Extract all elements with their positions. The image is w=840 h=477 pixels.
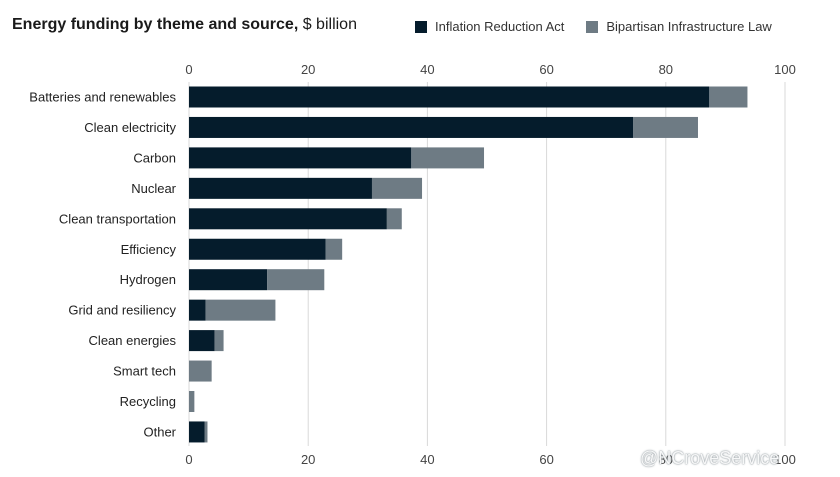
chart-title-unit: $ billion — [298, 16, 357, 33]
bar-efficiency-ira — [189, 238, 326, 260]
category-label-hydrogen: Hydrogen — [120, 272, 176, 287]
category-label-batteries-and-renewables: Batteries and renewables — [29, 90, 176, 105]
bar-grid-and-resiliency-bil — [205, 299, 276, 321]
x-tick-top-60: 60 — [539, 62, 553, 77]
category-label-other: Other — [143, 424, 176, 439]
bar-smart-tech-bil — [189, 360, 212, 382]
x-tick-bottom-60: 60 — [539, 452, 553, 467]
legend-swatch-bil — [586, 20, 599, 33]
category-label-efficiency: Efficiency — [121, 242, 177, 257]
bar-other-ira — [189, 421, 205, 443]
bar-hydrogen-bil — [267, 269, 325, 291]
x-tick-bottom-40: 40 — [420, 452, 434, 467]
legend-label-ira: Inflation Reduction Act — [435, 19, 565, 34]
category-label-recycling: Recycling — [120, 394, 176, 409]
category-label-clean-transportation: Clean transportation — [59, 211, 176, 226]
category-label-nuclear: Nuclear — [131, 181, 176, 196]
bar-batteries-and-renewables-bil — [709, 86, 748, 108]
legend: Inflation Reduction Act Bipartisan Infra… — [415, 19, 772, 34]
bar-nuclear-bil — [371, 177, 423, 199]
x-tick-top-100: 100 — [774, 62, 796, 77]
bar-recycling-bil — [189, 391, 195, 412]
bar-grid-and-resiliency-ira — [189, 299, 206, 321]
legend-swatch-ira — [415, 20, 427, 33]
bar-clean-energies-bil — [214, 330, 224, 352]
bar-clean-transportation-ira — [189, 208, 387, 230]
bar-carbon-ira — [189, 147, 412, 169]
category-label-grid-and-resiliency: Grid and resiliency — [68, 303, 176, 318]
category-label-clean-energies: Clean energies — [89, 333, 177, 348]
chart-title-main: Energy funding by theme and source, — [12, 16, 299, 33]
bar-clean-energies-ira — [189, 330, 215, 352]
chart-title: Energy funding by theme and source, $ bi… — [12, 16, 357, 34]
x-tick-bottom-0: 0 — [185, 452, 192, 467]
category-label-carbon: Carbon — [133, 150, 176, 165]
x-tick-top-0: 0 — [185, 62, 192, 77]
legend-item-ira: Inflation Reduction Act — [415, 19, 564, 34]
x-tick-top-80: 80 — [659, 62, 673, 77]
bar-batteries-and-renewables-ira — [189, 86, 710, 108]
category-label-clean-electricity: Clean electricity — [84, 120, 176, 135]
bar-efficiency-bil — [325, 238, 343, 260]
x-tick-bottom-80: 80 — [659, 452, 673, 467]
x-tick-top-20: 20 — [301, 62, 315, 77]
x-tick-bottom-20: 20 — [301, 452, 315, 467]
bar-clean-transportation-bil — [386, 208, 402, 230]
category-label-smart-tech: Smart tech — [113, 364, 176, 379]
bar-nuclear-ira — [189, 177, 372, 199]
x-tick-top-40: 40 — [420, 62, 434, 77]
bar-clean-electricity-ira — [189, 116, 634, 138]
legend-label-bil: Bipartisan Infrastructure Law — [606, 19, 772, 34]
bar-other-bil — [204, 421, 208, 443]
x-tick-bottom-100: 100 — [774, 452, 796, 467]
watermark: @NCroveService — [640, 448, 780, 468]
bar-carbon-bil — [411, 147, 485, 169]
legend-item-bil: Bipartisan Infrastructure Law — [586, 19, 772, 34]
bar-clean-electricity-bil — [633, 116, 698, 138]
bar-hydrogen-ira — [189, 269, 268, 291]
